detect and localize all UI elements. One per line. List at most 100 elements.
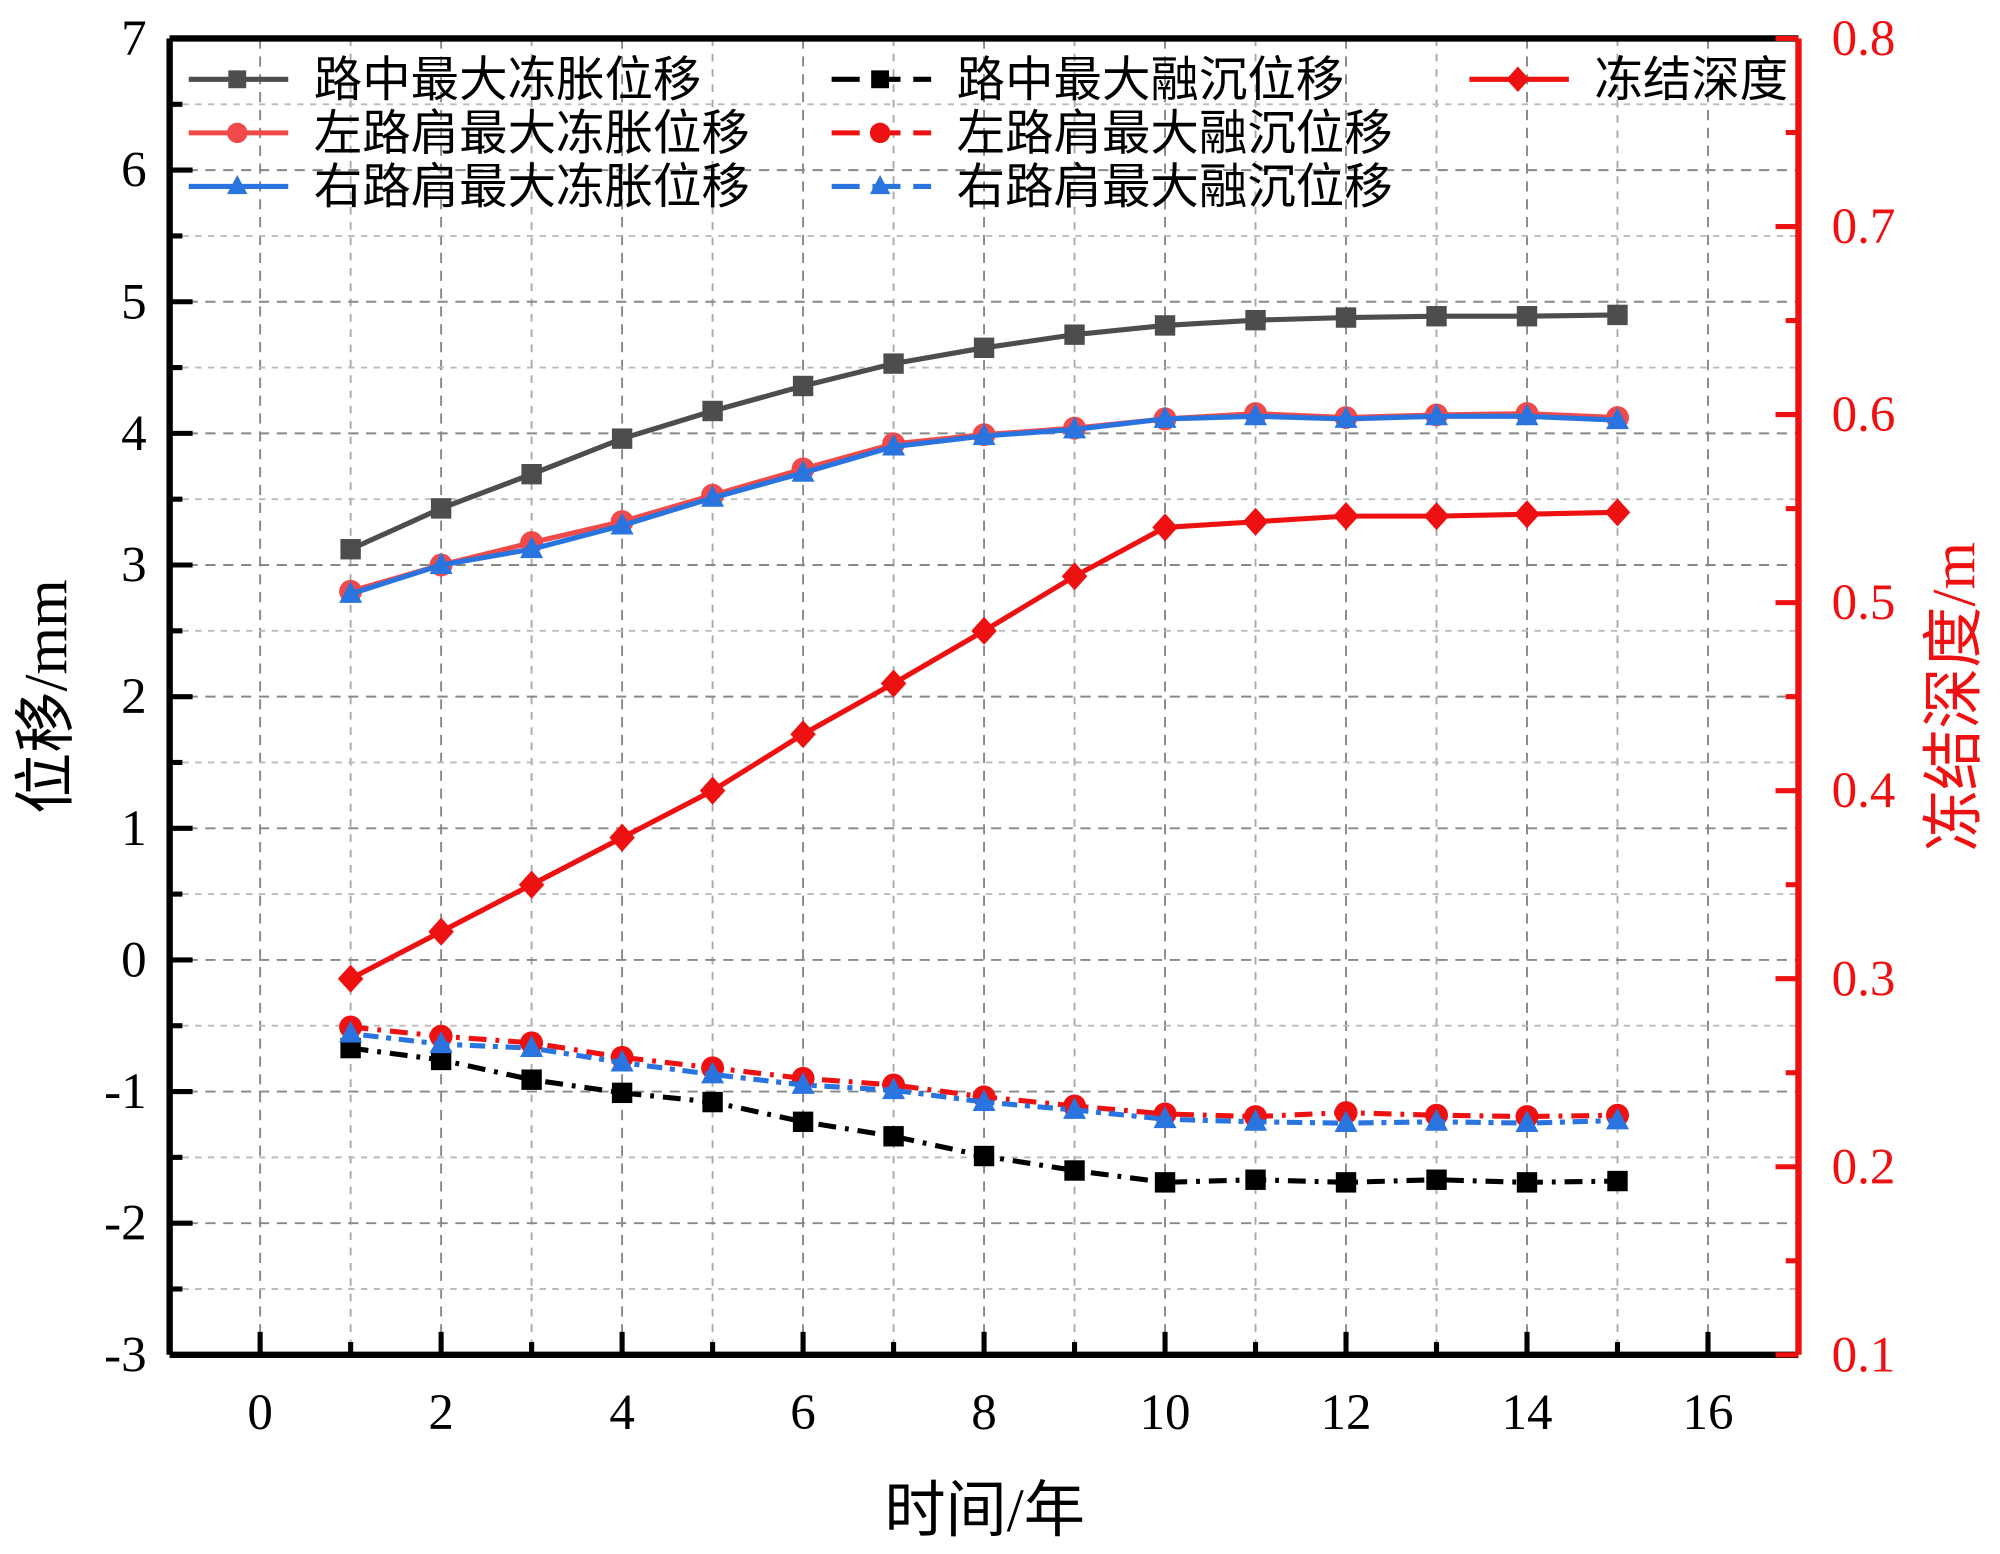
square-marker: [521, 463, 542, 485]
triangle-marker: [882, 1077, 906, 1100]
square-marker: [430, 498, 452, 519]
y-tick-label: 4: [121, 406, 147, 462]
legend-label: 右路肩最大融沉位移: [957, 160, 1393, 214]
square-marker: [1426, 1169, 1447, 1190]
y-tick-label: 2: [121, 669, 147, 725]
legend-item: 右路肩最大冻胀位移: [188, 160, 750, 214]
diamond-marker: [1423, 502, 1450, 531]
square-marker: [1064, 324, 1085, 345]
triangle-marker: [1334, 1110, 1358, 1133]
diamond-marker: [1061, 562, 1088, 591]
x-tick-label: 4: [609, 1385, 635, 1441]
legend-item: 右路肩最大融沉位移: [831, 160, 1393, 214]
y2-tick-label: 0.6: [1832, 387, 1896, 443]
square-marker: [340, 1037, 361, 1059]
y2-tick-label: 0.4: [1832, 763, 1896, 819]
diamond-marker: [1333, 502, 1359, 531]
triangle-marker: [429, 552, 453, 574]
y-tick-label: 5: [121, 274, 147, 330]
y2-axis-label: 冻结深度/m: [1920, 542, 1988, 852]
y-tick-label: 6: [121, 143, 147, 199]
triangle-marker: [1153, 406, 1177, 428]
legend-item: 左路肩最大融沉位移: [831, 106, 1393, 160]
triangle-marker: [791, 460, 815, 482]
diamond-marker: [428, 917, 454, 946]
y2-tick-label: 0.5: [1832, 575, 1896, 631]
triangle-marker: [1515, 403, 1539, 426]
legend-item: 路中最大冻胀位移: [188, 54, 702, 107]
diamond-marker: [609, 823, 635, 852]
legend-item: 左路肩最大冻胀位移: [188, 106, 750, 160]
x-axis-label: 时间/年: [884, 1477, 1085, 1545]
square-marker: [611, 1082, 633, 1104]
diamond-marker: [1242, 507, 1269, 536]
diamond-marker: [1152, 513, 1178, 542]
diamond-marker: [699, 776, 726, 805]
square-marker: [792, 375, 814, 397]
square-marker: [702, 1091, 723, 1113]
y2-tick-label: 0.3: [1832, 951, 1896, 1007]
y2-tick-label: 0.7: [1832, 199, 1896, 255]
triangle-marker: [1606, 407, 1629, 430]
square-marker: [1245, 1169, 1266, 1190]
diamond-marker: [1506, 66, 1530, 93]
square-marker: [521, 1069, 542, 1090]
x-tick-label: 6: [790, 1385, 816, 1441]
x-tick-label: 0: [247, 1385, 273, 1441]
diamond-marker: [790, 720, 816, 749]
y-tick-label: 0: [121, 932, 147, 988]
x-tick-label: 10: [1140, 1385, 1191, 1441]
square-marker: [1516, 1172, 1538, 1193]
x-tick-label: 8: [971, 1385, 997, 1441]
triangle-marker: [1425, 403, 1448, 426]
square-marker: [1064, 1160, 1085, 1181]
legend-label: 左路肩最大融沉位移: [957, 106, 1393, 160]
square-marker: [1426, 306, 1447, 327]
axes: 0 2 4 6 8 10 12 14 16-3-2-1012345670.10.20.30.40…: [104, 11, 1895, 1441]
y2-tick-label: 0.1: [1832, 1327, 1896, 1383]
triangle-marker: [1334, 406, 1358, 428]
x-tick-label: 16: [1682, 1385, 1733, 1441]
triangle-marker: [701, 1061, 725, 1084]
square-marker: [883, 1126, 904, 1147]
square-marker: [228, 70, 247, 89]
triangle-marker: [520, 1035, 544, 1058]
legend-label: 路中最大融沉位移: [957, 54, 1345, 107]
square-marker: [1607, 1170, 1628, 1192]
triangle-marker: [610, 1049, 634, 1072]
circle-marker: [869, 122, 891, 144]
triangle-marker: [869, 174, 891, 195]
y-axis-label: 位移/mm: [12, 579, 80, 814]
legend-label: 冻结深度: [1594, 54, 1788, 107]
triangle-marker: [1244, 1109, 1268, 1131]
y2-tick-label: 0.2: [1832, 1139, 1896, 1195]
y-tick-label: -3: [104, 1327, 147, 1383]
square-marker: [340, 539, 361, 560]
square-marker: [702, 400, 723, 422]
series-line: [350, 1031, 1618, 1126]
series-5: [339, 1020, 1629, 1133]
triangle-marker: [1063, 1097, 1087, 1119]
square-marker: [1335, 1172, 1357, 1193]
square-marker: [611, 428, 633, 449]
legend-label: 右路肩最大冻胀位移: [314, 160, 750, 214]
triangle-marker: [339, 1020, 363, 1043]
triangle-marker: [1515, 1110, 1539, 1133]
triangle-marker: [610, 512, 634, 535]
triangle-marker: [972, 423, 996, 445]
diamond-marker: [1604, 498, 1631, 527]
triangle-marker: [1425, 1109, 1448, 1131]
y-tick-label: 7: [121, 11, 147, 67]
x-tick-label: 2: [428, 1385, 454, 1441]
y-tick-label: -2: [104, 1196, 147, 1252]
legend-label: 路中最大冻胀位移: [314, 54, 702, 107]
series-3: [340, 1037, 1628, 1193]
triangle-marker: [791, 1072, 815, 1094]
square-marker: [430, 1049, 452, 1071]
y-tick-label: 1: [121, 801, 147, 857]
triangle-marker: [701, 485, 725, 507]
triangle-marker: [227, 174, 248, 195]
diamond-marker: [971, 616, 997, 645]
